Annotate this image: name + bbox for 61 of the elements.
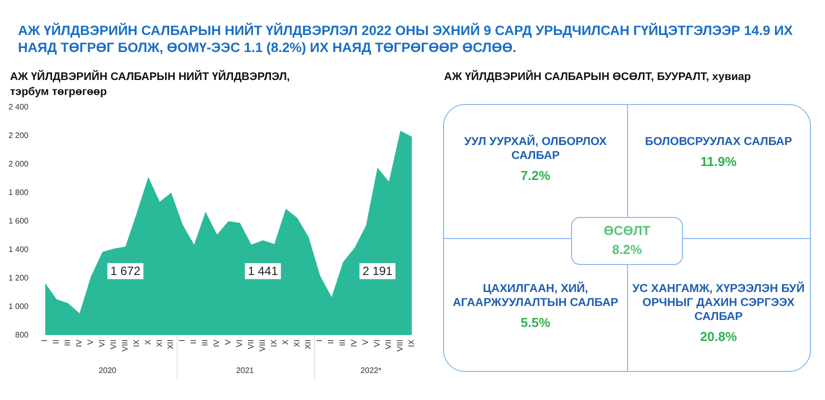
text: УУЛ УУРХАЙ, ОЛБОРЛОХ САЛБАР [463,135,608,163]
x-tick-label: IV [74,338,84,348]
x-tick-label: VII [246,340,256,350]
x-tick-label: II [189,340,198,344]
y-tick-label: 800 [15,330,30,340]
text: 2021 [236,366,254,375]
x-tick-label: II [52,340,61,344]
x-tick-label: I [315,340,324,342]
x-tick-label: XI [154,340,164,348]
x-tick-label: X [280,338,290,345]
x-tick-label: V [86,338,95,345]
x-tick-label: VIII [258,340,267,352]
y-tick-label: 1 600 [8,216,30,226]
x-tick-label: VII [384,340,393,350]
x-tick-label: V [361,338,370,345]
x-tick-label: II [326,340,336,344]
x-tick-label: XII [166,340,176,350]
x-tick-label: III [63,340,72,346]
annotation: 1 672 [110,264,141,278]
x-tick-label: I [40,340,50,342]
text: 8.2% [611,241,643,259]
x-tick-label: VII [108,340,118,350]
x-tick-label: IX [406,338,416,348]
y-tick-label: 1 800 [8,188,30,197]
x-tick-label: IX [269,338,278,348]
x-tick-label: III [200,340,210,346]
y-tick-label: 1 400 [8,245,30,254]
x-tick-label: VIII [120,340,130,352]
y-tick-label: 2 000 [8,160,30,168]
x-tick-label: IV [350,338,359,348]
x-tick-label: XII [304,340,313,350]
text: ӨСӨЛТ [602,222,652,240]
x-tick-label: I [178,340,187,342]
x-tick-label: X [143,338,152,345]
x-tick-label: III [338,340,348,346]
text: ЦАХИЛГААН, ХИЙ, АГААРЖУУЛАЛТЫН САЛБАР [452,282,620,310]
x-tick-label: V [224,338,232,345]
text: 7.2% [520,168,552,183]
chart-subtitle: АЖ ҮЙЛДВЭРИЙН САЛБАРЫН НИЙТ ҮЙЛДВЭРЛЭЛ, тэрбум төгрөгөөр [10,70,291,100]
x-tick-label: VI [97,340,106,348]
x-tick-label: VIII [395,340,404,352]
y-tick-label: 1 000 [8,302,30,311]
y-tick-label: 2 200 [8,131,30,140]
text: 2020 [98,366,117,375]
text: УС ХАНГАМЖ, ХҮРЭЭЛЭН БУЙ ОРЧНЫГ ДАХИН СЭРГЭЭХ САЛБАР [631,282,806,324]
x-tick-label: IX [132,338,141,348]
text: 5.5% [520,315,552,330]
x-tick-label: XI [292,340,302,348]
text: АЖ ҮЙЛДВЭРИЙН САЛБАРЫН ӨСӨЛТ, БУУРАЛТ, хувиар [444,70,752,85]
text: 11.9% [699,154,738,169]
text: 2022* [360,366,382,375]
text: БОЛОВСРУУЛАХ САЛБАР [644,135,794,149]
x-tick-label: IV [212,338,222,348]
annotation: 2 191 [362,264,393,278]
y-tick-label: 1 200 [8,274,30,282]
text: 20.8% [699,329,738,344]
chart-title: АЖ ҮЙЛДВЭРИЙН САЛБАРЫН НИЙТ ҮЙЛДВЭРЛЭЛ 2022 ОНЫ ЭХНИЙ 9 САРД УРЬДЧИЛСАН ГҮЙЦЭТГЭЛЭЭР 14.9 ИХ НАЯД ТӨГРӨГ БОЛЖ, ӨОМҮ-ЭЭС 1.1 (8.2%) ИХ НАЯД ТӨГРӨГӨӨР ӨСЛӨӨ. [18,22,794,56]
x-tick-label: VI [234,340,244,348]
x-tick-label: VI [372,340,382,348]
annotation: 1 441 [248,264,278,278]
y-tick-label: 2 400 [8,102,30,112]
